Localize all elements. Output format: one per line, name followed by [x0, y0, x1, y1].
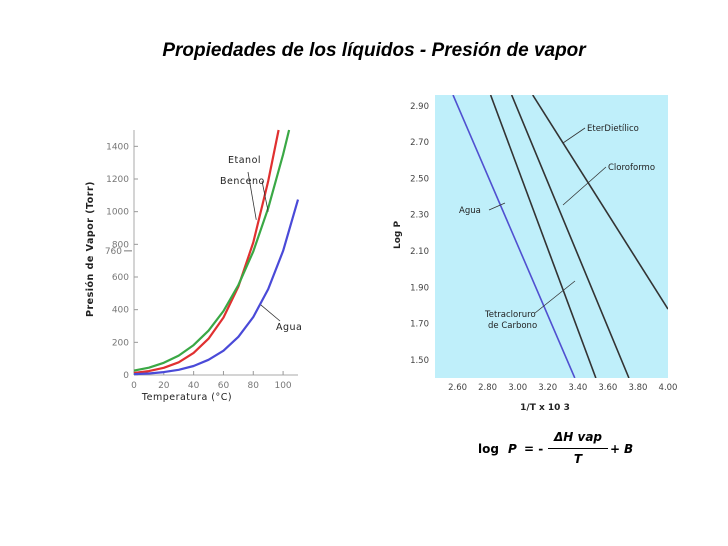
series-line-tetracloruro-de-carbono — [489, 95, 597, 378]
chart1-x-tick-label: 0 — [131, 381, 137, 391]
equation-p: P — [508, 442, 517, 456]
series-line-agua — [452, 95, 576, 378]
chart1-y-tick-label: 200 — [112, 338, 129, 348]
chart2-y-tick-label: 2.50 — [410, 174, 429, 184]
temperature-vapor-pressure-chart: 0 200 400 600 800 1000 1200 1400 760 0 20 40 60 80 100… — [85, 129, 302, 403]
chart2-x-tick-label: 3.20 — [538, 383, 557, 393]
chart2-x-tick-label: 3.60 — [598, 383, 617, 393]
slide-title: Propiedades de los líquidos - Presión de… — [162, 40, 586, 61]
chart1-axes — [133, 130, 298, 376]
series-label-etanol: Etanol — [228, 155, 261, 166]
leader-benceno — [261, 180, 269, 212]
leader-agua — [260, 304, 281, 322]
chart1-y-tick-label: 0 — [123, 371, 129, 381]
leader-cloroformo — [562, 166, 607, 206]
chart1-y-tick-label: 400 — [112, 306, 129, 316]
chart1-ylabel: Presión de Vapor (Torr) — [85, 181, 96, 317]
chart1-xlabel: Temperatura (°C) — [141, 392, 232, 403]
chart2-x-tick-label: 2.80 — [478, 383, 497, 393]
chart1-series — [133, 129, 300, 376]
equation-fraction-bar — [548, 448, 608, 449]
chart1-y-tick-label: 600 — [112, 273, 129, 283]
chart2-x-tick-label: 3.00 — [508, 383, 527, 393]
chart2-x-tick-label: 4.00 — [659, 383, 678, 393]
series-label-agua: Agua — [276, 322, 302, 333]
chart2-xlabel: 1/T x 10 3 — [520, 403, 570, 413]
chart1-labels: Temperatura (°C) Presión de Vapor (Torr)… — [85, 155, 302, 403]
chart2-y-tick-label: 2.10 — [410, 247, 429, 257]
chart1-x-tick-label: 80 — [248, 381, 260, 391]
chart2-x-tick-label: 3.80 — [628, 383, 647, 393]
chart1-y-tick-label: 1000 — [106, 208, 129, 218]
chart2-y-tick-label: 1.70 — [410, 320, 429, 330]
chart2-y-tick-label: 1.90 — [410, 283, 429, 293]
equation-b: B — [624, 442, 634, 456]
series-label-cloroformo: Cloroformo — [608, 163, 655, 173]
chart1-y-tick-label: 800 — [112, 240, 129, 250]
series-label-tetracloruro-line1: Tetracloruro — [484, 310, 536, 320]
chart2-plot-background — [435, 95, 668, 378]
series-line-cloroformo — [510, 95, 630, 378]
log-pressure-inverse-temperature-chart: 1.50 1.70 1.90 2.10 2.30 2.50 2.70 2.90 2.60 2.80… — [393, 95, 677, 413]
equation-plus: + — [610, 442, 621, 456]
series-label-eterdietilico: EterDietílico — [587, 124, 639, 134]
chart2-x-tick-label: 3.40 — [568, 383, 587, 393]
chart2-y-tick-label: 1.50 — [410, 356, 429, 366]
equation-denominator: T — [573, 452, 583, 466]
chart2-x-tick-label: 2.60 — [448, 383, 467, 393]
equation-numerator: ΔH vap — [553, 430, 603, 444]
chart2-ticks: 1.50 1.70 1.90 2.10 2.30 2.50 2.70 2.90 2.60 2.80… — [410, 102, 677, 393]
series-line-benceno — [133, 129, 291, 372]
clausius-clapeyron-equation: log P = - ΔH vap T + B — [478, 430, 658, 470]
chart2-y-tick-label: 2.30 — [410, 211, 429, 221]
chart2-y-tick-label: 2.90 — [410, 102, 429, 112]
series-label-agua-log: Agua — [459, 206, 481, 216]
chart2-ylabel: Log P — [393, 221, 403, 249]
chart1-x-tick-label: 100 — [274, 381, 291, 391]
equation-equals: = - — [524, 442, 544, 456]
series-line-eterdietílico — [532, 95, 668, 310]
leader-eterdietilico — [562, 127, 586, 144]
series-label-tetracloruro-line2: de Carbono — [488, 321, 537, 331]
chart2-series — [452, 95, 668, 378]
chart1-x-tick-label: 20 — [158, 381, 170, 391]
chart1-x-tick-label: 40 — [188, 381, 200, 391]
chart1-x-tick-label: 60 — [218, 381, 230, 391]
chart2-labels: 1/T x 10 3 Log P EterDietílico Cloroform… — [393, 124, 655, 413]
leader-etanol — [247, 171, 257, 220]
series-label-benceno: Benceno — [220, 176, 265, 187]
leader-agua-log — [488, 202, 506, 211]
chart1-y-tick-label-760: 760 — [105, 247, 122, 257]
series-line-etanol — [133, 129, 280, 375]
chart1-y-tick-label: 1200 — [106, 175, 129, 185]
equation-log: log — [478, 442, 499, 456]
chart2-y-tick-label: 2.70 — [410, 138, 429, 148]
leader-tetracloruro — [534, 280, 576, 314]
chart1-y-tick-label: 1400 — [106, 142, 129, 152]
chart1-ticks: 0 200 400 600 800 1000 1200 1400 760 0 20 40 60 80 100 — [105, 142, 292, 391]
series-line-agua — [133, 199, 300, 376]
